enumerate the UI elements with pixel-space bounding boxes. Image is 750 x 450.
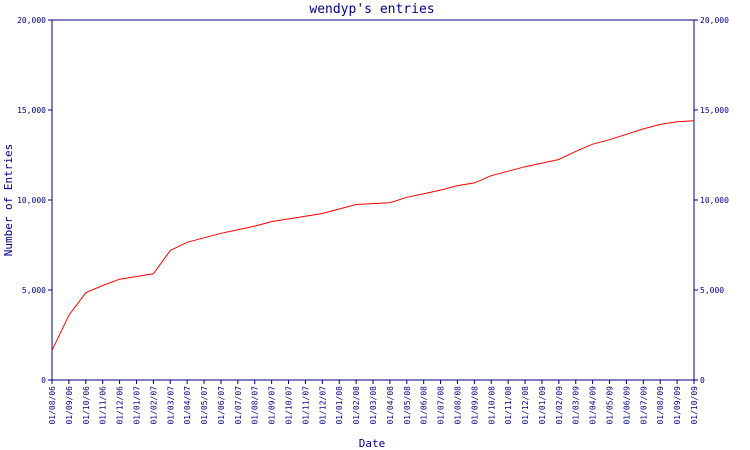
x-tick-label: 01/02/08 <box>352 386 361 425</box>
x-tick-label: 01/09/06 <box>65 386 74 425</box>
x-tick-label: 01/05/09 <box>606 386 615 425</box>
x-tick-label: 01/04/09 <box>589 386 598 425</box>
x-tick-label: 01/06/07 <box>217 386 226 425</box>
y-tick-label-right: 15,000 <box>700 106 729 115</box>
x-tick-label: 01/08/08 <box>453 386 462 425</box>
y-tick-label-right: 5,000 <box>700 286 724 295</box>
y-tick-label-right: 0 <box>700 376 705 385</box>
x-tick-label: 01/09/09 <box>673 386 682 425</box>
x-tick-label: 01/10/09 <box>690 386 699 425</box>
x-tick-label: 01/01/08 <box>335 386 344 425</box>
x-tick-label: 01/04/07 <box>183 386 192 425</box>
x-tick-label: 01/08/06 <box>48 386 57 425</box>
x-tick-label: 01/01/09 <box>538 386 547 425</box>
x-tick-label: 01/12/08 <box>521 386 530 425</box>
plot-frame <box>51 19 695 381</box>
x-tick-label: 01/01/07 <box>132 386 141 425</box>
y-axis-right: 0 5,000 10,000 15,000 20,000 <box>694 16 729 385</box>
x-tick-label: 01/10/07 <box>285 386 294 425</box>
y-tick-label-right: 10,000 <box>700 196 729 205</box>
x-tick-label: 01/06/08 <box>420 386 429 425</box>
y-tick-label-right: 20,000 <box>700 16 729 25</box>
x-tick-label: 01/12/06 <box>116 386 125 425</box>
y-axis-title: Number of Entries <box>2 144 15 257</box>
y-axis-left: 0 5,000 10,000 15,000 20,000 <box>17 16 52 385</box>
x-axis-title: Date <box>359 437 386 450</box>
x-tick-label: 01/04/08 <box>386 386 395 425</box>
x-tick-label: 01/08/07 <box>251 386 260 425</box>
x-tick-label: 01/11/08 <box>504 386 513 425</box>
x-tick-label: 01/10/06 <box>82 386 91 425</box>
x-tick-label: 01/09/07 <box>268 386 277 425</box>
x-tick-label: 01/10/08 <box>487 386 496 425</box>
x-tick-label: 01/05/08 <box>403 386 412 425</box>
x-tick-label: 01/12/07 <box>318 386 327 425</box>
x-tick-label: 01/07/09 <box>639 386 648 425</box>
y-tick-label-left: 20,000 <box>17 16 46 25</box>
x-tick-label: 01/07/08 <box>437 386 446 425</box>
x-tick-label: 01/06/09 <box>622 386 631 425</box>
x-tick-label: 01/11/07 <box>301 386 310 425</box>
y-tick-label-left: 0 <box>41 376 46 385</box>
x-tick-label: 01/03/08 <box>369 386 378 425</box>
chart-title: wendyp's entries <box>309 2 434 17</box>
x-tick-label: 01/11/06 <box>99 386 108 425</box>
x-tick-label: 01/02/09 <box>555 386 564 425</box>
x-tick-label: 01/09/08 <box>470 386 479 425</box>
x-tick-label: 01/08/09 <box>656 386 665 425</box>
x-tick-label: 01/03/09 <box>572 386 581 425</box>
x-tick-label: 01/02/07 <box>149 386 158 425</box>
series-line <box>51 120 695 351</box>
y-tick-label-left: 10,000 <box>17 196 46 205</box>
x-tick-label: 01/07/07 <box>234 386 243 425</box>
x-tick-label: 01/03/07 <box>166 386 175 425</box>
x-tick-label: 01/05/07 <box>200 386 209 425</box>
y-tick-label-left: 15,000 <box>17 106 46 115</box>
y-tick-label-left: 5,000 <box>22 286 46 295</box>
x-axis: 01/08/06 01/09/06 01/10/06 01/11/06 01/12/06… <box>48 380 699 425</box>
